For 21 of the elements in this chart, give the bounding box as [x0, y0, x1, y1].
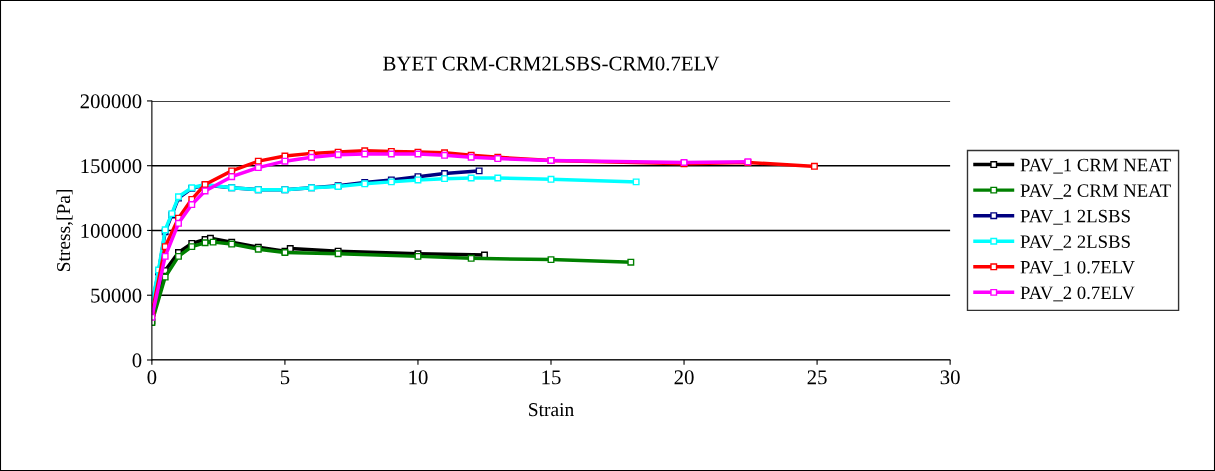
legend-label: PAV_2 2LSBS	[1020, 235, 1130, 251]
y-tick-label: 100000	[81, 223, 142, 238]
x-tick-label: 25	[807, 370, 827, 385]
x-tick-label: 10	[409, 370, 428, 385]
legend-label: PAV_1 0.7ELV	[1020, 260, 1135, 276]
x-tick-label: 30	[940, 370, 960, 385]
chart-title: BYET CRM-CRM2LSBS-CRM0.7ELV	[383, 56, 720, 71]
y-tick-label: 0	[132, 353, 142, 368]
legend-label: PAV_2 0.7ELV	[1020, 286, 1135, 302]
x-tick-label: 5	[280, 370, 290, 385]
x-axis-title: Strain	[529, 403, 574, 417]
y-tick-label: 150000	[81, 159, 142, 174]
y-tick-label: 200000	[80, 94, 142, 109]
legend-label: PAV_1 2LSBS	[1020, 209, 1130, 225]
x-tick-label: 15	[542, 370, 561, 385]
x-tick-label: 0	[147, 370, 157, 385]
x-tick-label: 20	[674, 370, 694, 385]
legend-label: PAV_2 CRM NEAT	[1020, 184, 1171, 200]
y-tick-label: 50000	[91, 288, 142, 303]
legend-label: PAV_1 CRM NEAT	[1020, 158, 1171, 174]
y-axis-title: Stress,[Pa]	[56, 190, 73, 272]
